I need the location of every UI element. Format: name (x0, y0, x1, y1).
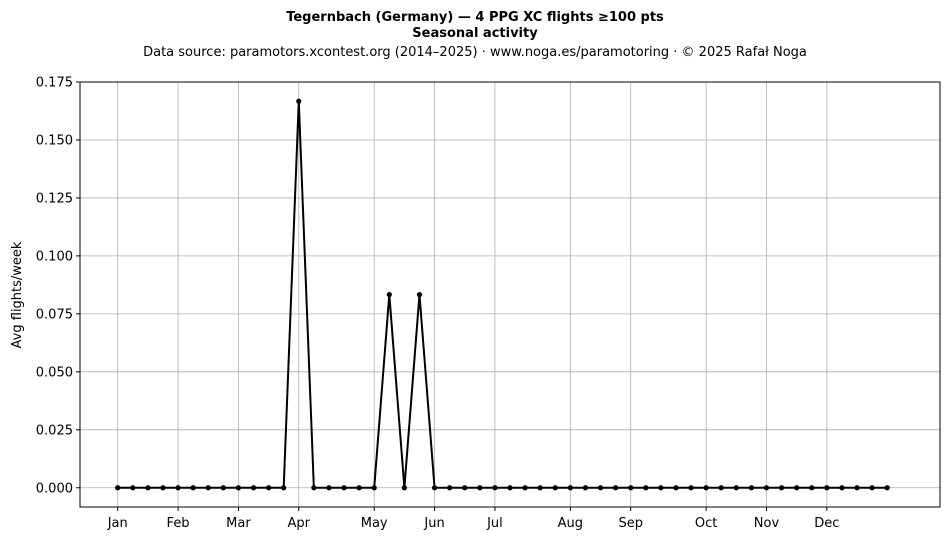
y-axis: 0.000 0.025 0.050 0.075 0.100 0.125 0.150 0.175 (36, 76, 80, 496)
data-point (431, 485, 438, 491)
data-point (235, 485, 242, 491)
data-point (869, 485, 875, 491)
data-point (582, 485, 589, 491)
data-point (447, 485, 453, 491)
y-tick-label: 0.075 (36, 307, 73, 322)
data-point (537, 485, 543, 491)
y-axis-label: Avg flights/week (10, 241, 25, 348)
data-point (341, 485, 347, 491)
x-tick-label: Sep (618, 516, 643, 531)
y-tick-label: 0.025 (36, 423, 73, 438)
data-point (794, 485, 800, 491)
data-point (778, 485, 785, 491)
data-point (809, 485, 815, 491)
y-tick-label: 0.100 (36, 249, 73, 264)
data-point (371, 485, 377, 491)
data-point (205, 485, 211, 491)
x-axis: Jan Feb Mar Apr May Jun Jul Aug Sep Oct Nov Dec (107, 507, 839, 531)
data-point (567, 485, 573, 491)
data-point (175, 485, 181, 491)
data-point (311, 485, 317, 491)
x-tick-label: Jan (107, 516, 128, 531)
data-point (522, 485, 528, 491)
data-point (265, 485, 272, 491)
data-point (477, 485, 483, 491)
data-point (462, 485, 468, 491)
data-point (220, 485, 226, 491)
data-point (658, 485, 664, 491)
data-point (296, 98, 302, 104)
x-tick-label: Nov (754, 516, 780, 531)
y-tick-label: 0.125 (36, 191, 73, 206)
x-tick-label: Mar (226, 516, 251, 531)
chart-source-line: Data source: paramotors.xcontest.org (20… (143, 45, 807, 60)
data-point (507, 485, 513, 491)
data-point (190, 485, 196, 491)
data-point (401, 485, 407, 491)
data-point (824, 485, 830, 491)
data-point (115, 485, 121, 491)
data-point (386, 292, 392, 298)
grid-lines (80, 81, 940, 507)
x-tick-label: Jun (423, 516, 444, 531)
x-tick-label: Dec (814, 516, 839, 531)
data-point (628, 485, 634, 491)
data-point (492, 485, 498, 491)
data-point (356, 485, 362, 491)
chart-subtitle: Seasonal activity (412, 26, 538, 41)
data-point (130, 485, 136, 491)
x-tick-label: Oct (695, 516, 717, 531)
y-tick-label: 0.050 (36, 365, 73, 380)
x-tick-label: May (361, 516, 388, 531)
data-point (643, 485, 649, 491)
data-point (763, 485, 770, 491)
data-point (673, 485, 679, 491)
data-point (854, 485, 860, 491)
x-tick-label: Aug (558, 516, 583, 531)
data-point (733, 485, 739, 491)
data-point (748, 485, 755, 491)
x-tick-label: Feb (167, 516, 190, 531)
data-point (839, 485, 845, 491)
data-point (597, 485, 604, 491)
plot-area-frame (79, 81, 941, 508)
data-point (884, 485, 890, 491)
chart-title: Tegernbach (Germany) — 4 PPG XC flights … (286, 10, 664, 25)
y-tick-label: 0.150 (36, 133, 73, 148)
x-tick-label: Apr (288, 516, 311, 531)
data-point (703, 485, 709, 491)
y-tick-label: 0.000 (36, 481, 73, 496)
data-point (145, 485, 151, 491)
data-point (160, 485, 166, 491)
data-series (115, 98, 890, 491)
data-point (250, 485, 257, 491)
data-point (281, 485, 287, 491)
x-tick-label: Jul (486, 516, 503, 531)
data-point (718, 485, 724, 491)
series-line (117, 100, 888, 489)
y-tick-label: 0.175 (36, 76, 73, 91)
data-point (416, 292, 423, 298)
data-point (552, 485, 558, 491)
data-point (688, 485, 694, 491)
data-point (326, 485, 332, 491)
data-point (613, 485, 619, 491)
